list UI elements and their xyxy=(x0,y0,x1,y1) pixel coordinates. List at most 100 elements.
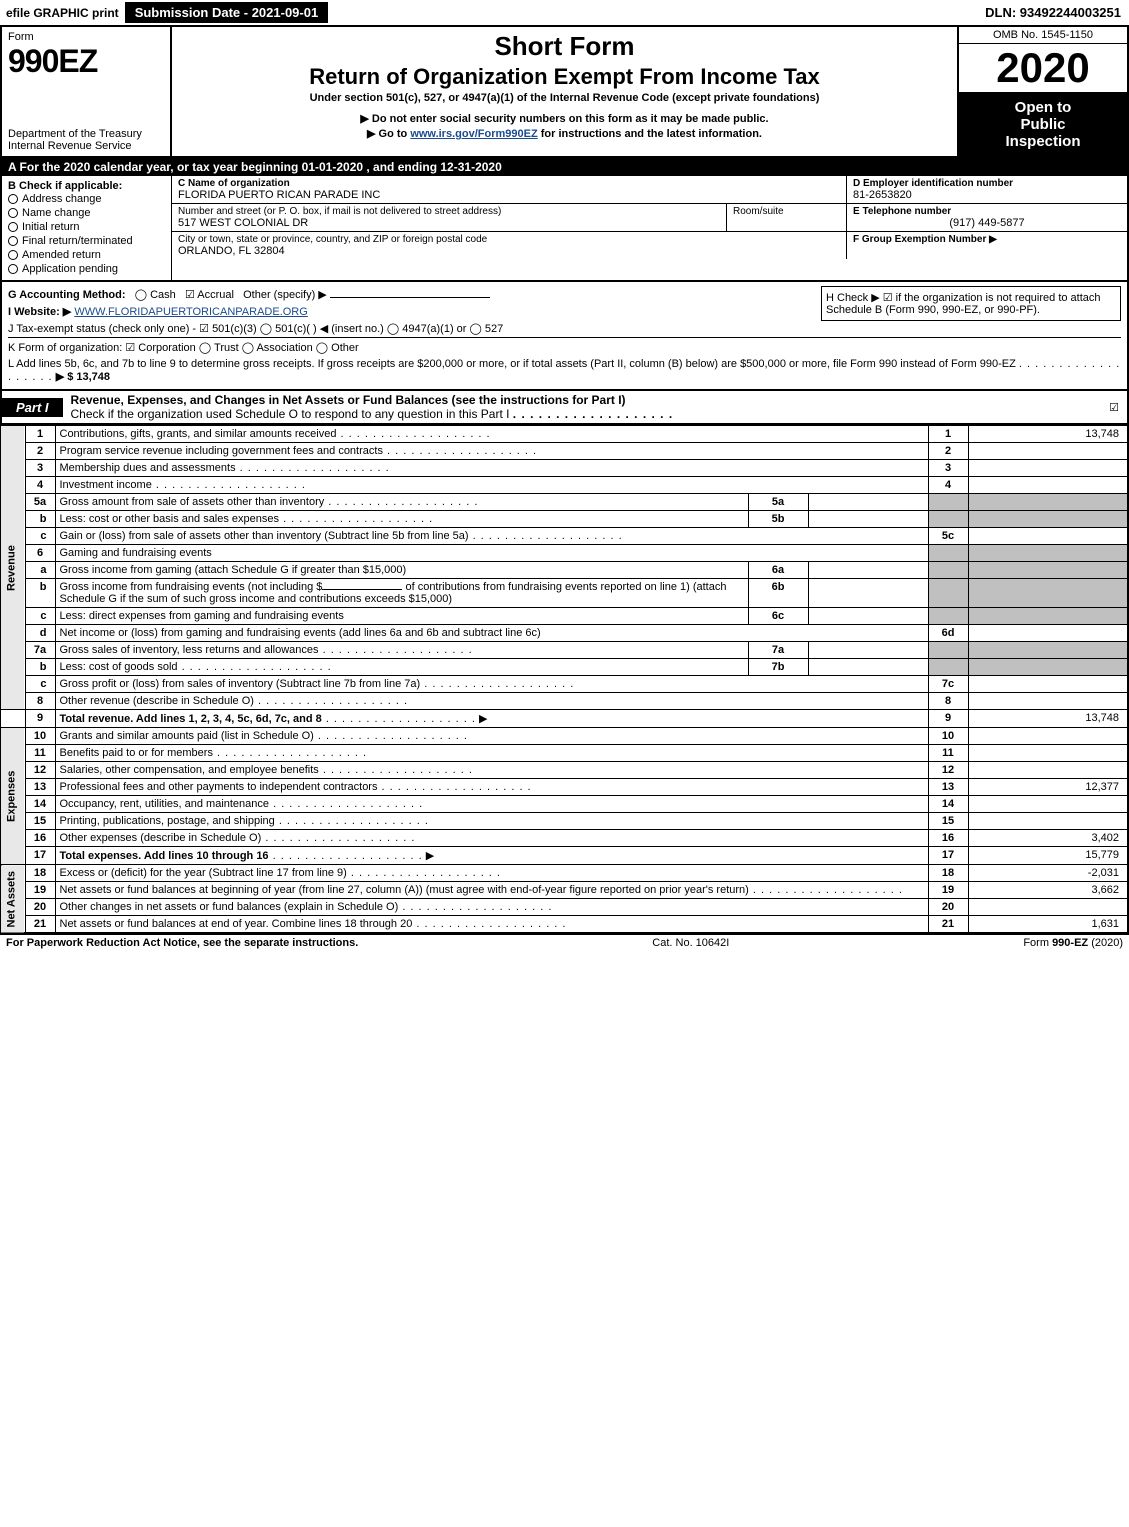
line-16-desc: Other expenses (describe in Schedule O) xyxy=(55,830,928,847)
line-10-amount xyxy=(968,728,1128,745)
header-left: Form 990EZ Department of the Treasury In… xyxy=(2,27,172,156)
part-1-title: Revenue, Expenses, and Changes in Net As… xyxy=(63,391,1102,423)
cat-no: Cat. No. 10642I xyxy=(652,937,729,949)
line-21-desc: Net assets or fund balances at end of ye… xyxy=(55,916,928,934)
line-6-desc: Gaming and fundraising events xyxy=(55,545,928,562)
block-g-to-l: H Check ▶ ☑ if the organization is not r… xyxy=(0,282,1129,391)
line-11-desc: Benefits paid to or for members xyxy=(55,745,928,762)
line-14-amount xyxy=(968,796,1128,813)
open-to-public: Open to Public Inspection xyxy=(959,93,1127,156)
line-1-amount: 13,748 xyxy=(968,426,1128,443)
line-9-desc: Total revenue. Add lines 1, 2, 3, 4, 5c,… xyxy=(55,710,928,728)
line-5c-desc: Gain or (loss) from sale of assets other… xyxy=(55,528,928,545)
chk-initial-return[interactable]: Initial return xyxy=(8,220,165,234)
line-4-amount xyxy=(968,477,1128,494)
line-20-amount xyxy=(968,899,1128,916)
line-15-amount xyxy=(968,813,1128,830)
line-8-desc: Other revenue (describe in Schedule O) xyxy=(55,693,928,710)
line-16-amount: 3,402 xyxy=(968,830,1128,847)
k-form-org: K Form of organization: ☑ Corporation ◯ … xyxy=(8,337,1121,356)
line-21-amount: 1,631 xyxy=(968,916,1128,934)
line-19-amount: 3,662 xyxy=(968,882,1128,899)
line-17-amount: 15,779 xyxy=(968,847,1128,865)
line-6a-desc: Gross income from gaming (attach Schedul… xyxy=(55,562,748,579)
chk-address-change[interactable]: Address change xyxy=(8,192,165,206)
j-tax-exempt: J Tax-exempt status (check only one) - ☑… xyxy=(8,320,1121,337)
line-5a-desc: Gross amount from sale of assets other t… xyxy=(55,494,748,511)
irs-link[interactable]: www.irs.gov/Form990EZ xyxy=(410,128,537,140)
revenue-section-label: Revenue xyxy=(1,426,25,710)
ssn-warning: ▶ Do not enter social security numbers o… xyxy=(360,112,768,125)
b-label: B Check if applicable: xyxy=(8,180,165,192)
line-11-amount xyxy=(968,745,1128,762)
line-2-amount xyxy=(968,443,1128,460)
address-cell: Number and street (or P. O. box, if mail… xyxy=(172,204,727,232)
form-ident: Form 990-EZ (2020) xyxy=(1023,937,1123,949)
form-label: Form xyxy=(8,31,164,43)
chk-accrual[interactable]: ☑ Accrual xyxy=(185,289,234,301)
line-6c-desc: Less: direct expenses from gaming and fu… xyxy=(55,608,748,625)
website-link[interactable]: WWW.FLORIDAPUERTORICANPARADE.ORG xyxy=(74,306,307,318)
part-1-schedule-o-check[interactable]: ☑ xyxy=(1101,399,1127,416)
efile-print-label[interactable]: efile GRAPHIC print xyxy=(6,6,119,20)
other-specify: Other (specify) ▶ xyxy=(243,289,490,301)
tax-year: 2020 xyxy=(959,44,1127,93)
line-20-desc: Other changes in net assets or fund bala… xyxy=(55,899,928,916)
chk-application-pending[interactable]: Application pending xyxy=(8,262,165,276)
line-10-desc: Grants and similar amounts paid (list in… xyxy=(55,728,928,745)
room-cell: Room/suite xyxy=(727,204,847,232)
city-cell: City or town, state or province, country… xyxy=(172,232,847,259)
paperwork-notice: For Paperwork Reduction Act Notice, see … xyxy=(6,937,358,949)
line-13-amount: 12,377 xyxy=(968,779,1128,796)
entity-block: B Check if applicable: Address change Na… xyxy=(0,176,1129,282)
line-7c-desc: Gross profit or (loss) from sales of inv… xyxy=(55,676,928,693)
f-group-exemption: F Group Exemption Number ▶ xyxy=(847,232,1127,259)
line-7a-val xyxy=(808,642,928,659)
header-right: OMB No. 1545-1150 2020 Open to Public In… xyxy=(957,27,1127,156)
column-b-checkboxes: B Check if applicable: Address change Na… xyxy=(2,176,172,280)
omb-number: OMB No. 1545-1150 xyxy=(959,27,1127,44)
line-5b-val xyxy=(808,511,928,528)
line-6c-val xyxy=(808,608,928,625)
line-19-desc: Net assets or fund balances at beginning… xyxy=(55,882,928,899)
h-schedule-b: H Check ▶ ☑ if the organization is not r… xyxy=(821,286,1121,321)
line-7b-val xyxy=(808,659,928,676)
line-6a-val xyxy=(808,562,928,579)
c-org-name: C Name of organization FLORIDA PUERTO RI… xyxy=(172,176,847,204)
line-18-desc: Excess or (deficit) for the year (Subtra… xyxy=(55,865,928,882)
line-13-desc: Professional fees and other payments to … xyxy=(55,779,928,796)
go-to-site: ▶ Go to www.irs.gov/Form990EZ for instru… xyxy=(367,127,762,140)
short-form-title: Short Form xyxy=(494,31,634,62)
line-6b-desc: Gross income from fundraising events (no… xyxy=(55,579,748,608)
chk-name-change[interactable]: Name change xyxy=(8,206,165,220)
topbar: efile GRAPHIC print Submission Date - 20… xyxy=(0,0,1129,27)
part-1-header: Part I Revenue, Expenses, and Changes in… xyxy=(0,391,1129,425)
form-header: Form 990EZ Department of the Treasury In… xyxy=(0,27,1129,158)
line-4-desc: Investment income xyxy=(55,477,928,494)
part-1-table: Revenue 1 Contributions, gifts, grants, … xyxy=(0,425,1129,934)
form-number: 990EZ xyxy=(8,43,164,80)
line-14-desc: Occupancy, rent, utilities, and maintena… xyxy=(55,796,928,813)
line-5b-desc: Less: cost or other basis and sales expe… xyxy=(55,511,748,528)
line-12-desc: Salaries, other compensation, and employ… xyxy=(55,762,928,779)
chk-final-return[interactable]: Final return/terminated xyxy=(8,234,165,248)
line-3-amount xyxy=(968,460,1128,477)
line-7b-desc: Less: cost of goods sold xyxy=(55,659,748,676)
submission-date-button[interactable]: Submission Date - 2021-09-01 xyxy=(125,2,329,23)
line-1-desc: Contributions, gifts, grants, and simila… xyxy=(55,426,928,443)
line-7c-amount xyxy=(968,676,1128,693)
line-12-amount xyxy=(968,762,1128,779)
d-ein: D Employer identification number 81-2653… xyxy=(847,176,1127,204)
page-footer: For Paperwork Reduction Act Notice, see … xyxy=(0,934,1129,951)
part-1-tab: Part I xyxy=(2,398,63,417)
line-5c-amount xyxy=(968,528,1128,545)
line-6b-val xyxy=(808,579,928,608)
chk-amended-return[interactable]: Amended return xyxy=(8,248,165,262)
line-6d-amount xyxy=(968,625,1128,642)
chk-cash[interactable]: ◯ Cash xyxy=(135,289,176,301)
line-9-amount: 13,748 xyxy=(968,710,1128,728)
l-gross-receipts: L Add lines 5b, 6c, and 7b to line 9 to … xyxy=(8,356,1121,385)
net-assets-section-label: Net Assets xyxy=(1,865,25,934)
line-3-desc: Membership dues and assessments xyxy=(55,460,928,477)
header-center: Short Form Return of Organization Exempt… xyxy=(172,27,957,156)
